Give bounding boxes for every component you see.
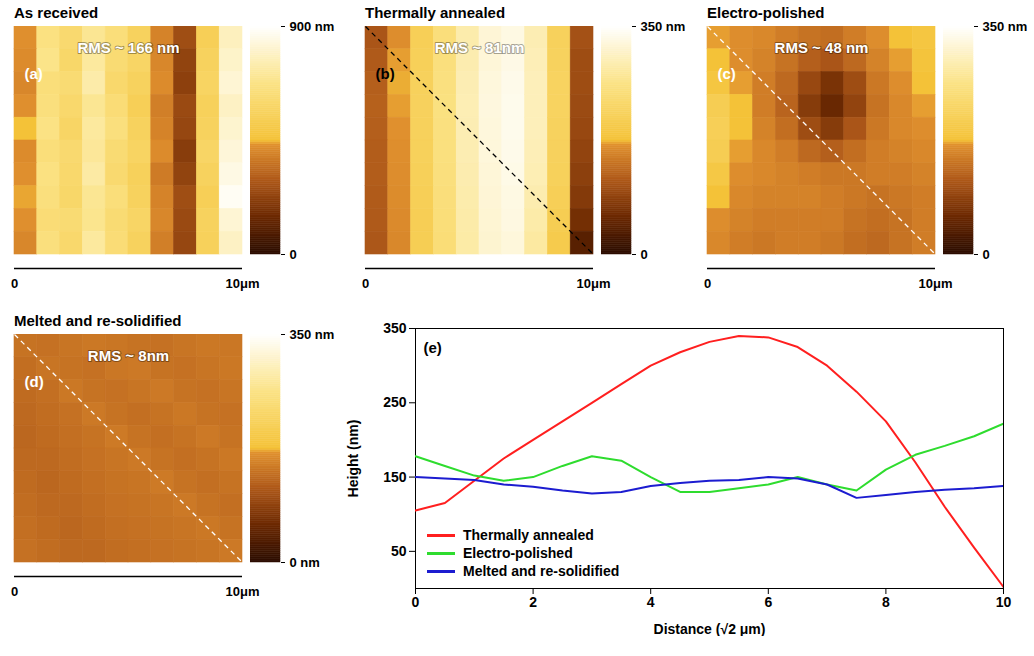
html-text:Thermally annealed: Thermally annealed bbox=[365, 4, 506, 21]
svg-text:0: 0 bbox=[11, 584, 18, 599]
svg-text:10μm: 10μm bbox=[577, 276, 611, 291]
svg-text:350 nm: 350 nm bbox=[290, 327, 335, 342]
svg-text:(d): (d) bbox=[25, 373, 44, 390]
svg-text:250: 250 bbox=[383, 394, 407, 410]
svg-text:Distance (√2 μm): Distance (√2 μm) bbox=[654, 621, 766, 637]
svg-text:350 nm: 350 nm bbox=[983, 19, 1028, 34]
html-text:As received: As received bbox=[14, 4, 99, 21]
svg-text:0: 0 bbox=[704, 276, 711, 291]
svg-text:(c): (c) bbox=[718, 65, 736, 82]
svg-text:10μm: 10μm bbox=[226, 276, 260, 291]
svg-text:350: 350 bbox=[383, 320, 407, 336]
html-text:Thermally annealed: Thermally annealed bbox=[463, 527, 594, 543]
svg-text:0: 0 bbox=[11, 276, 18, 291]
svg-text:Height (nm): Height (nm) bbox=[345, 420, 361, 498]
svg-text:RMS ~ 81nm: RMS ~ 81nm bbox=[435, 39, 525, 56]
html-text:Electro-polished: Electro-polished bbox=[707, 4, 825, 21]
svg-text:RMS ~ 8nm: RMS ~ 8nm bbox=[88, 347, 169, 364]
svg-text:0: 0 bbox=[641, 247, 648, 262]
svg-text:2: 2 bbox=[529, 594, 537, 610]
svg-text:(a): (a) bbox=[25, 65, 43, 82]
html-text:Melted and re-solidified: Melted and re-solidified bbox=[14, 312, 182, 329]
svg-text:50: 50 bbox=[391, 543, 407, 559]
svg-text:8: 8 bbox=[882, 594, 890, 610]
svg-text:10μm: 10μm bbox=[226, 584, 260, 599]
svg-text:RMS ~ 166 nm: RMS ~ 166 nm bbox=[77, 39, 179, 56]
svg-text:(b): (b) bbox=[376, 65, 395, 82]
svg-text:900 nm: 900 nm bbox=[290, 19, 335, 34]
html-text:Melted and re-solidified: Melted and re-solidified bbox=[463, 563, 620, 579]
svg-text:6: 6 bbox=[764, 594, 772, 610]
svg-text:0: 0 bbox=[362, 276, 369, 291]
svg-text:0: 0 bbox=[412, 594, 420, 610]
svg-text:350 nm: 350 nm bbox=[641, 19, 686, 34]
svg-text:RMS ~ 48 nm: RMS ~ 48 nm bbox=[775, 39, 869, 56]
svg-text:0: 0 bbox=[290, 247, 297, 262]
svg-text:(e): (e) bbox=[424, 339, 442, 356]
svg-text:10μm: 10μm bbox=[919, 276, 953, 291]
svg-text:150: 150 bbox=[383, 469, 407, 485]
html-text:Electro-polished: Electro-polished bbox=[463, 545, 573, 561]
svg-text:0 nm: 0 nm bbox=[290, 555, 320, 570]
svg-text:10: 10 bbox=[996, 594, 1012, 610]
svg-text:4: 4 bbox=[647, 594, 655, 610]
svg-text:0: 0 bbox=[983, 247, 990, 262]
